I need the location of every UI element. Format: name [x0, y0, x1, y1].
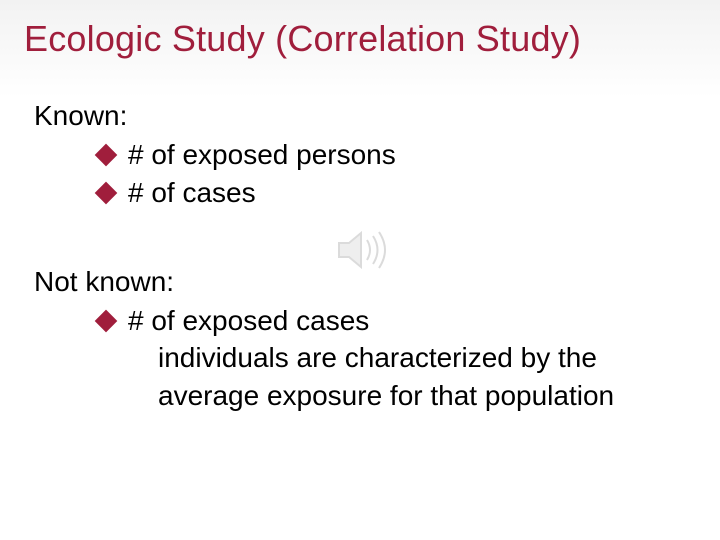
bullet-text: # of cases — [128, 174, 696, 212]
bullet-item: # of exposed persons — [98, 136, 696, 174]
section-known-label: Known: — [34, 100, 696, 132]
bullet-item: # of exposed cases — [98, 302, 696, 340]
diamond-bullet-icon — [95, 181, 118, 204]
diamond-bullet-icon — [95, 144, 118, 167]
bullet-text: # of exposed cases — [128, 302, 696, 340]
bullet-subtext: individuals are characterized by the ave… — [158, 339, 696, 415]
slide: Ecologic Study (Correlation Study) Known… — [0, 0, 720, 540]
diamond-bullet-icon — [95, 309, 118, 332]
slide-title: Ecologic Study (Correlation Study) — [24, 18, 696, 60]
bullet-text: # of exposed persons — [128, 136, 696, 174]
speaker-icon — [333, 228, 391, 272]
bullet-item: # of cases — [98, 174, 696, 212]
